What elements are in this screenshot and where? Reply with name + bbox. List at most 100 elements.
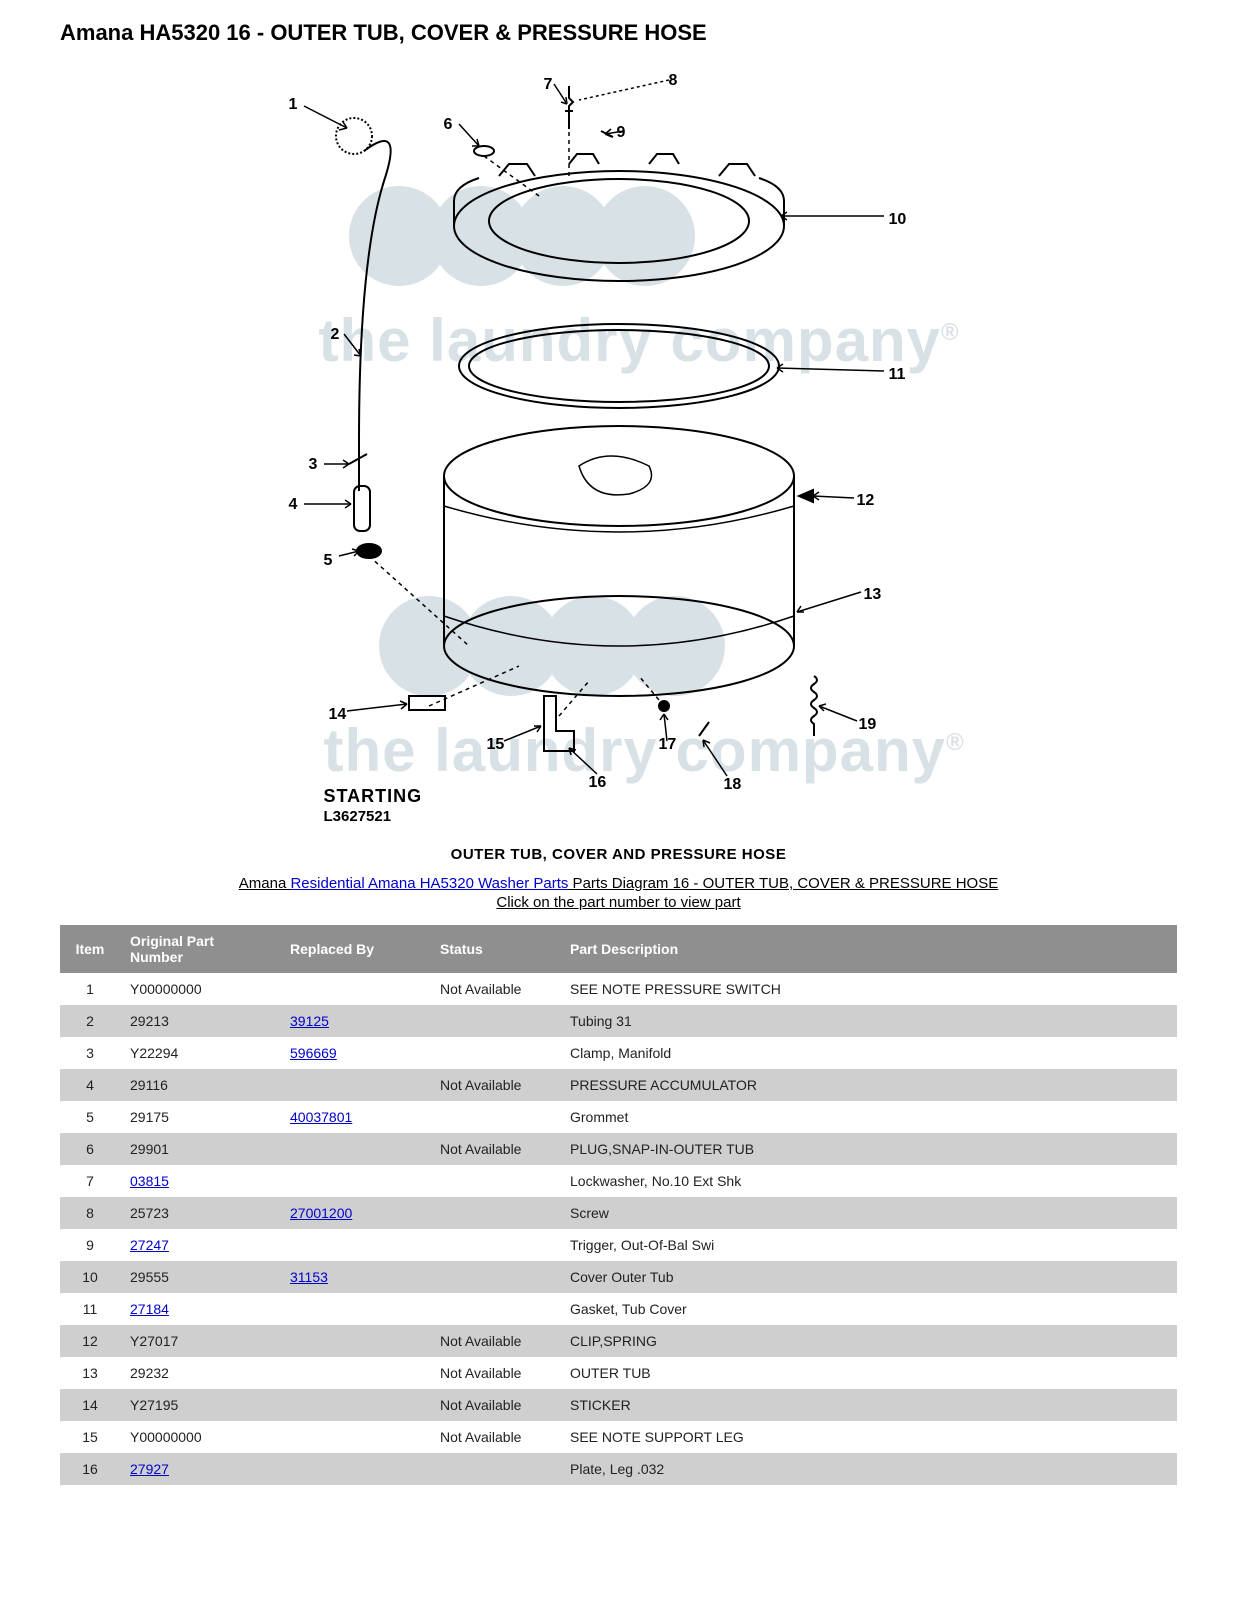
col-item: Item	[60, 925, 120, 973]
cell-status	[430, 1165, 560, 1197]
part-link[interactable]: 27927	[130, 1461, 169, 1477]
part-link[interactable]: 40037801	[290, 1109, 352, 1125]
callout-number: 15	[487, 736, 505, 754]
cell-replaced[interactable]: 39125	[280, 1005, 430, 1037]
cell-item: 1	[60, 973, 120, 1005]
table-row: 703815Lockwasher, No.10 Ext Shk	[60, 1165, 1177, 1197]
part-link[interactable]: 39125	[290, 1013, 329, 1029]
cell-orig: Y00000000	[120, 973, 280, 1005]
cell-orig: Y27195	[120, 1389, 280, 1421]
cell-status	[430, 1229, 560, 1261]
part-link[interactable]: 31153	[290, 1269, 328, 1285]
cell-status	[430, 1453, 560, 1485]
cell-item: 12	[60, 1325, 120, 1357]
cell-replaced	[280, 1325, 430, 1357]
cell-replaced	[280, 1229, 430, 1261]
cell-replaced	[280, 1389, 430, 1421]
part-link[interactable]: 03815	[130, 1173, 169, 1189]
table-row: 22921339125Tubing 31	[60, 1005, 1177, 1037]
cell-replaced	[280, 1069, 430, 1101]
cell-desc: OUTER TUB	[560, 1357, 1177, 1389]
table-row: 82572327001200Screw	[60, 1197, 1177, 1229]
cell-item: 16	[60, 1453, 120, 1485]
cell-orig: 29901	[120, 1133, 280, 1165]
table-row: 429116Not AvailablePRESSURE ACCUMULATOR	[60, 1069, 1177, 1101]
page-title: Amana HA5320 16 - OUTER TUB, COVER & PRE…	[60, 20, 1177, 46]
parts-table: Item Original Part Number Replaced By St…	[60, 925, 1177, 1485]
table-row: 629901Not AvailablePLUG,SNAP-IN-OUTER TU…	[60, 1133, 1177, 1165]
cell-orig: 29232	[120, 1357, 280, 1389]
callout-number: 18	[724, 776, 742, 794]
callout-number: 4	[289, 496, 298, 514]
callout-number: 6	[444, 116, 453, 134]
breadcrumb: Amana Residential Amana HA5320 Washer Pa…	[60, 875, 1177, 892]
table-row: 1329232Not AvailableOUTER TUB	[60, 1357, 1177, 1389]
cell-status: Not Available	[430, 1421, 560, 1453]
cell-status	[430, 1293, 560, 1325]
breadcrumb-prefix: Amana	[239, 875, 291, 892]
table-row: 1Y00000000 Not AvailableSEE NOTE PRESSURE…	[60, 973, 1177, 1005]
callout-number: 10	[889, 211, 907, 229]
cell-status: Not Available	[430, 973, 560, 1005]
cell-orig[interactable]: 27184	[120, 1293, 280, 1325]
cell-desc: Clamp, Manifold	[560, 1037, 1177, 1069]
col-desc: Part Description	[560, 925, 1177, 973]
col-replaced: Replaced By	[280, 925, 430, 973]
cell-orig: 29213	[120, 1005, 280, 1037]
cell-item: 10	[60, 1261, 120, 1293]
cell-desc: STICKER	[560, 1389, 1177, 1421]
callout-number: 9	[617, 124, 626, 142]
cell-orig[interactable]: 27927	[120, 1453, 280, 1485]
cell-desc: Screw	[560, 1197, 1177, 1229]
cell-orig: 25723	[120, 1197, 280, 1229]
cell-desc: Lockwasher, No.10 Ext Shk	[560, 1165, 1177, 1197]
cell-desc: Cover Outer Tub	[560, 1261, 1177, 1293]
diagram-caption: OUTER TUB, COVER AND PRESSURE HOSE	[60, 846, 1177, 863]
cell-status: Not Available	[430, 1133, 560, 1165]
exploded-diagram: the laundry company® the laundry company…	[269, 56, 969, 836]
cell-replaced[interactable]: 31153	[280, 1261, 430, 1293]
cell-item: 3	[60, 1037, 120, 1069]
callout-number: 7	[544, 76, 553, 94]
cell-replaced[interactable]: 27001200	[280, 1197, 430, 1229]
cell-item: 2	[60, 1005, 120, 1037]
cell-status: Not Available	[430, 1325, 560, 1357]
callout-number: 2	[331, 326, 340, 344]
cell-replaced[interactable]: 40037801	[280, 1101, 430, 1133]
callout-number: 16	[589, 774, 607, 792]
cell-desc: CLIP,SPRING	[560, 1325, 1177, 1357]
cell-orig[interactable]: 03815	[120, 1165, 280, 1197]
cell-desc: Trigger, Out-Of-Bal Swi	[560, 1229, 1177, 1261]
cell-status: Not Available	[430, 1069, 560, 1101]
cell-status	[430, 1037, 560, 1069]
callout-number: 19	[859, 716, 877, 734]
cell-item: 6	[60, 1133, 120, 1165]
part-link[interactable]: 596669	[290, 1045, 337, 1061]
diagram-starting-code: L3627521	[324, 808, 392, 825]
cell-replaced	[280, 1421, 430, 1453]
cell-desc: SEE NOTE SUPPORT LEG	[560, 1421, 1177, 1453]
callout-number: 13	[864, 586, 882, 604]
cell-replaced[interactable]: 596669	[280, 1037, 430, 1069]
cell-status: Not Available	[430, 1389, 560, 1421]
callout-number: 11	[889, 366, 906, 384]
cell-replaced	[280, 973, 430, 1005]
cell-desc: Gasket, Tub Cover	[560, 1293, 1177, 1325]
part-link[interactable]: 27247	[130, 1237, 169, 1253]
breadcrumb-link[interactable]: Residential Amana HA5320 Washer Parts	[290, 875, 568, 892]
cell-replaced	[280, 1453, 430, 1485]
cell-orig: Y00000000	[120, 1421, 280, 1453]
cell-desc: SEE NOTE PRESSURE SWITCH	[560, 973, 1177, 1005]
table-row: 12Y27017Not AvailableCLIP,SPRING	[60, 1325, 1177, 1357]
cell-item: 13	[60, 1357, 120, 1389]
cell-replaced	[280, 1133, 430, 1165]
cell-replaced	[280, 1357, 430, 1389]
callout-number: 17	[659, 736, 677, 754]
cell-status	[430, 1101, 560, 1133]
part-link[interactable]: 27001200	[290, 1205, 352, 1221]
cell-orig[interactable]: 27247	[120, 1229, 280, 1261]
callout-number: 1	[289, 96, 298, 114]
part-link[interactable]: 27184	[130, 1301, 169, 1317]
cell-orig: Y22294	[120, 1037, 280, 1069]
cell-status	[430, 1261, 560, 1293]
